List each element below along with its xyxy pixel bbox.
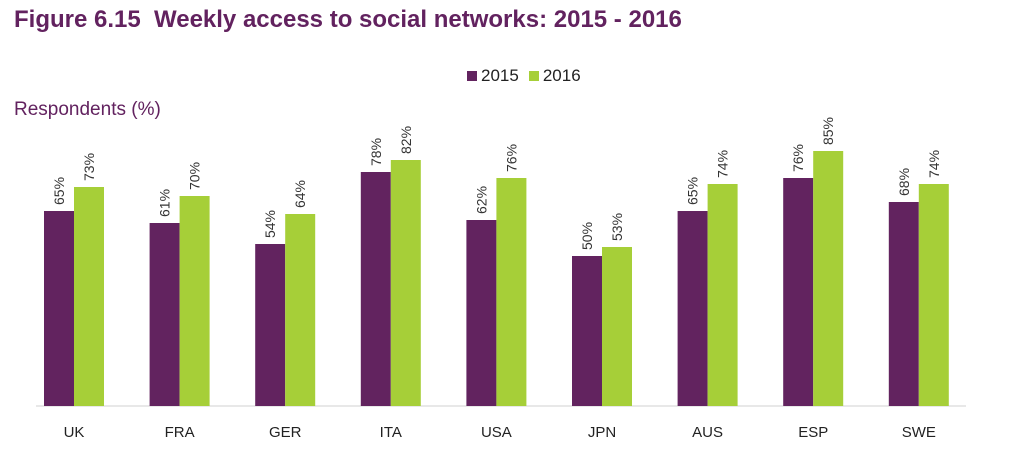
data-label-2015-usa: 62%	[473, 186, 489, 214]
x-tick-label-aus: AUS	[692, 424, 723, 441]
x-tick-label-esp: ESP	[798, 424, 828, 441]
data-label-2015-aus: 65%	[685, 177, 701, 205]
data-label-2016-ita: 82%	[398, 126, 414, 154]
data-label-2015-jpn: 50%	[579, 222, 595, 250]
x-tick-label-jpn: JPN	[588, 424, 616, 441]
bar-2015-uk	[44, 211, 74, 406]
bar-2015-jpn	[572, 256, 602, 406]
bar-2015-usa	[466, 220, 497, 406]
bar-2016-esp	[813, 151, 844, 406]
data-label-2016-esp: 85%	[820, 117, 836, 145]
data-label-2015-swe: 68%	[896, 168, 912, 196]
x-tick-label-swe: SWE	[902, 424, 936, 441]
bars-group: 65% 73% UK 61% 70% FRA 54% 64% GER 78% 82% ITA 62% 76…	[44, 117, 949, 441]
data-label-2016-jpn: 53%	[609, 213, 625, 241]
data-label-2015-ger: 54%	[262, 210, 278, 238]
legend-swatch-2016	[528, 71, 539, 81]
legend-item-2015: 2015	[467, 66, 519, 86]
y-axis-label: Respondents (%)	[14, 99, 161, 120]
bar-2016-fra	[179, 196, 210, 406]
legend: 2015 2016	[467, 66, 591, 86]
bar-2016-swe	[918, 184, 949, 406]
data-label-2015-ita: 78%	[368, 138, 384, 166]
data-label-2015-esp: 76%	[790, 144, 806, 172]
data-label-2016-uk: 73%	[81, 153, 97, 181]
data-label-2016-usa: 76%	[503, 144, 519, 172]
bar-2016-usa	[496, 178, 527, 406]
legend-item-2016: 2016	[528, 66, 581, 86]
figure-title: Figure 6.15 Weekly access to social netwo…	[14, 6, 682, 34]
bar-2016-uk	[74, 187, 104, 406]
x-tick-label-uk: UK	[64, 424, 85, 441]
data-label-2016-swe: 74%	[926, 150, 942, 178]
x-tick-label-ita: ITA	[380, 424, 402, 441]
figure-number: Figure 6.15	[14, 6, 141, 33]
data-label-2015-uk: 65%	[51, 177, 67, 205]
figure-title-text: Weekly access to social networks: 2015 -…	[154, 6, 682, 33]
legend-swatch-2015	[467, 71, 477, 81]
x-tick-label-ger: GER	[269, 424, 302, 441]
bar-2016-aus	[707, 184, 738, 406]
bar-2015-ger	[255, 244, 286, 406]
data-label-2016-aus: 74%	[715, 150, 731, 178]
x-tick-label-usa: USA	[481, 424, 512, 441]
data-label-2016-ger: 64%	[292, 180, 308, 208]
data-label-2016-fra: 70%	[187, 162, 203, 190]
bar-2015-fra	[149, 223, 180, 406]
bar-2015-swe	[888, 202, 919, 406]
data-label-2015-fra: 61%	[157, 189, 173, 217]
bar-2016-ita	[390, 160, 421, 406]
bar-2015-ita	[360, 172, 391, 406]
legend-label-2015: 2015	[481, 66, 519, 85]
x-tick-label-fra: FRA	[165, 424, 195, 441]
legend-label-2016: 2016	[542, 66, 581, 85]
bar-2015-esp	[783, 178, 814, 406]
bar-2016-jpn	[602, 247, 632, 406]
bar-2016-ger	[285, 214, 316, 406]
bar-2015-aus	[677, 211, 708, 406]
